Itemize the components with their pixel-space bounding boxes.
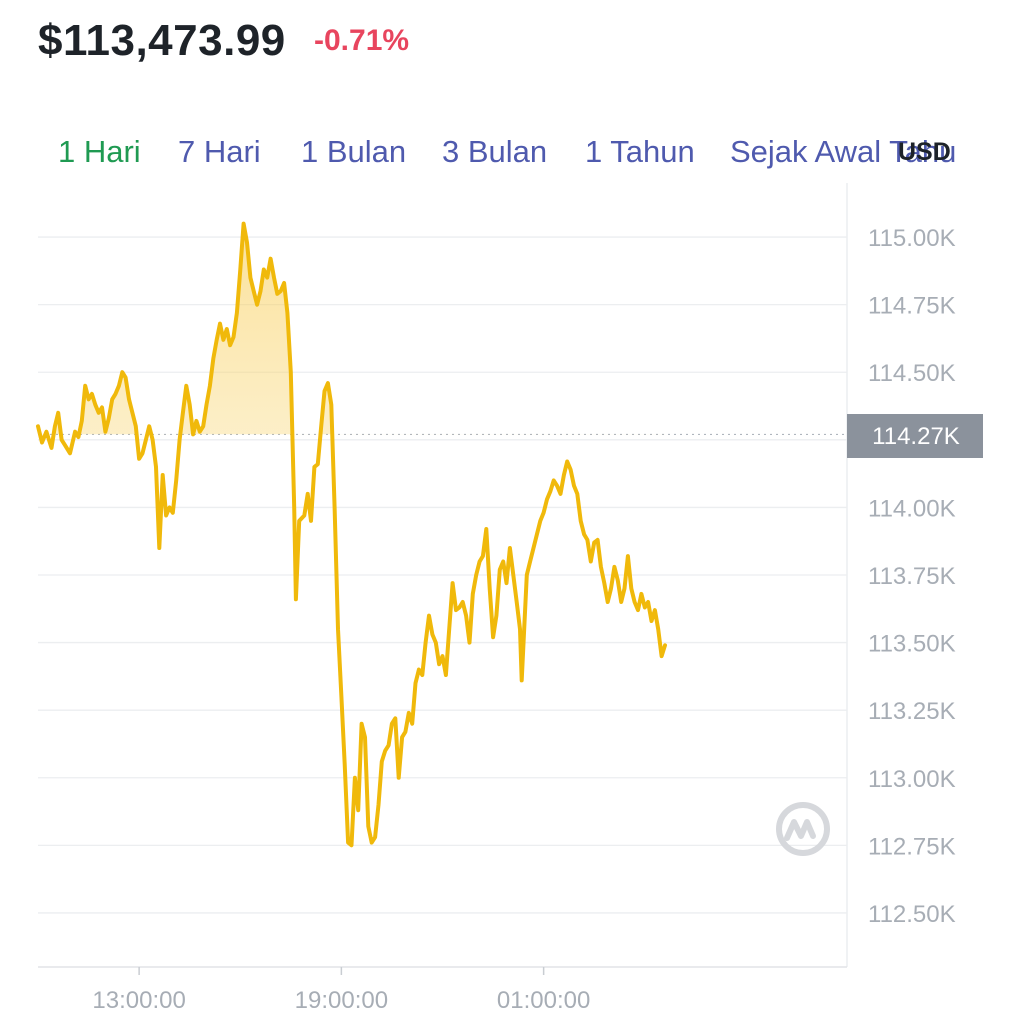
tab-sejak-awal-tahun[interactable]: Sejak Awal Tahu: [730, 134, 957, 169]
reference-price-label: 114.27K: [872, 423, 960, 450]
coinmarketcap-logo-icon: [776, 802, 830, 856]
x-axis: 13:00:00 19:00:00 01:00:00: [38, 966, 847, 1014]
y-tick-label: 114.75K: [868, 293, 956, 320]
price-area-fill: [38, 223, 665, 435]
x-tick-label: 01:00:00: [497, 987, 590, 1014]
y-tick-label: 115.00K: [868, 225, 956, 252]
y-tick-label: 114.00K: [868, 495, 956, 522]
tab-1-tahun[interactable]: 1 Tahun: [585, 134, 695, 169]
timeframe-tabs: 1 Hari 7 Hari 1 Bulan 3 Bulan 1 Tahun Se…: [0, 134, 1020, 178]
price-change-percent: -0.71%: [314, 24, 410, 57]
tab-1-bulan[interactable]: 1 Bulan: [301, 134, 407, 169]
price-line: [36, 221, 667, 848]
y-tick-label: 113.25K: [868, 698, 956, 725]
y-tick-label: 113.00K: [868, 766, 956, 793]
tab-7-hari[interactable]: 7 Hari: [178, 134, 261, 169]
chart-grid: [38, 183, 848, 967]
y-tick-label: 114.50K: [868, 360, 956, 387]
tab-1-hari[interactable]: 1 Hari: [58, 134, 141, 169]
current-price: $113,473.99: [38, 16, 286, 65]
x-tick-label: 13:00:00: [92, 987, 185, 1014]
y-tick-label: 113.50K: [868, 631, 956, 658]
y-tick-label: 112.50K: [868, 901, 956, 928]
currency-selector[interactable]: USD: [898, 138, 951, 166]
y-axis: 115.00K114.75K114.50K114.25K114.00K113.7…: [868, 225, 956, 928]
y-tick-label: 112.75K: [868, 833, 956, 860]
tab-3-bulan[interactable]: 3 Bulan: [442, 134, 548, 169]
x-tick-label: 19:00:00: [295, 987, 388, 1014]
reference-price-badge: 114.27K: [847, 414, 983, 458]
y-tick-label: 113.75K: [868, 563, 956, 590]
